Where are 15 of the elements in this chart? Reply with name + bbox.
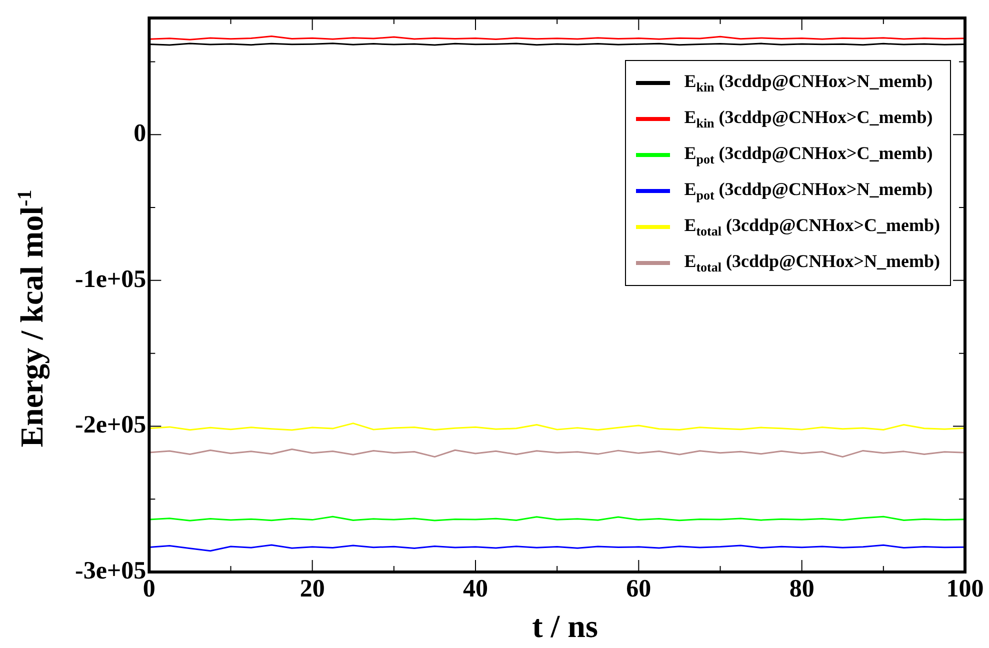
legend-label: E$_{total}$ (3cddp@CNHox>N_memb) — [684, 250, 940, 276]
x-tick-label: 80 — [789, 575, 814, 602]
legend-label: E$_{kin}$ (3cddp@CNHox>N_memb) — [684, 70, 933, 96]
x-tick-label: 20 — [300, 575, 325, 602]
legend-label: E$_{pot}$ (3cddp@CNHox>N_memb) — [684, 178, 933, 204]
legend-label: E$_{kin}$ (3cddp@CNHox>C_memb) — [684, 106, 933, 132]
x-tick-label: 60 — [626, 575, 652, 602]
legend-label: E$_{pot}$ (3cddp@CNHox>C_memb) — [684, 142, 933, 168]
legend-label: E$_{total}$ (3cddp@CNHox>C_memb) — [684, 214, 940, 240]
y-tick-label: 0 — [134, 120, 146, 148]
y-tick-label: -2e+05 — [74, 412, 146, 439]
y-tick-label: -1e+05 — [74, 266, 146, 293]
x-tick-label: 100 — [946, 575, 984, 602]
x-tick-label: 40 — [463, 575, 488, 602]
x-axis-title: t / ns — [531, 608, 599, 645]
